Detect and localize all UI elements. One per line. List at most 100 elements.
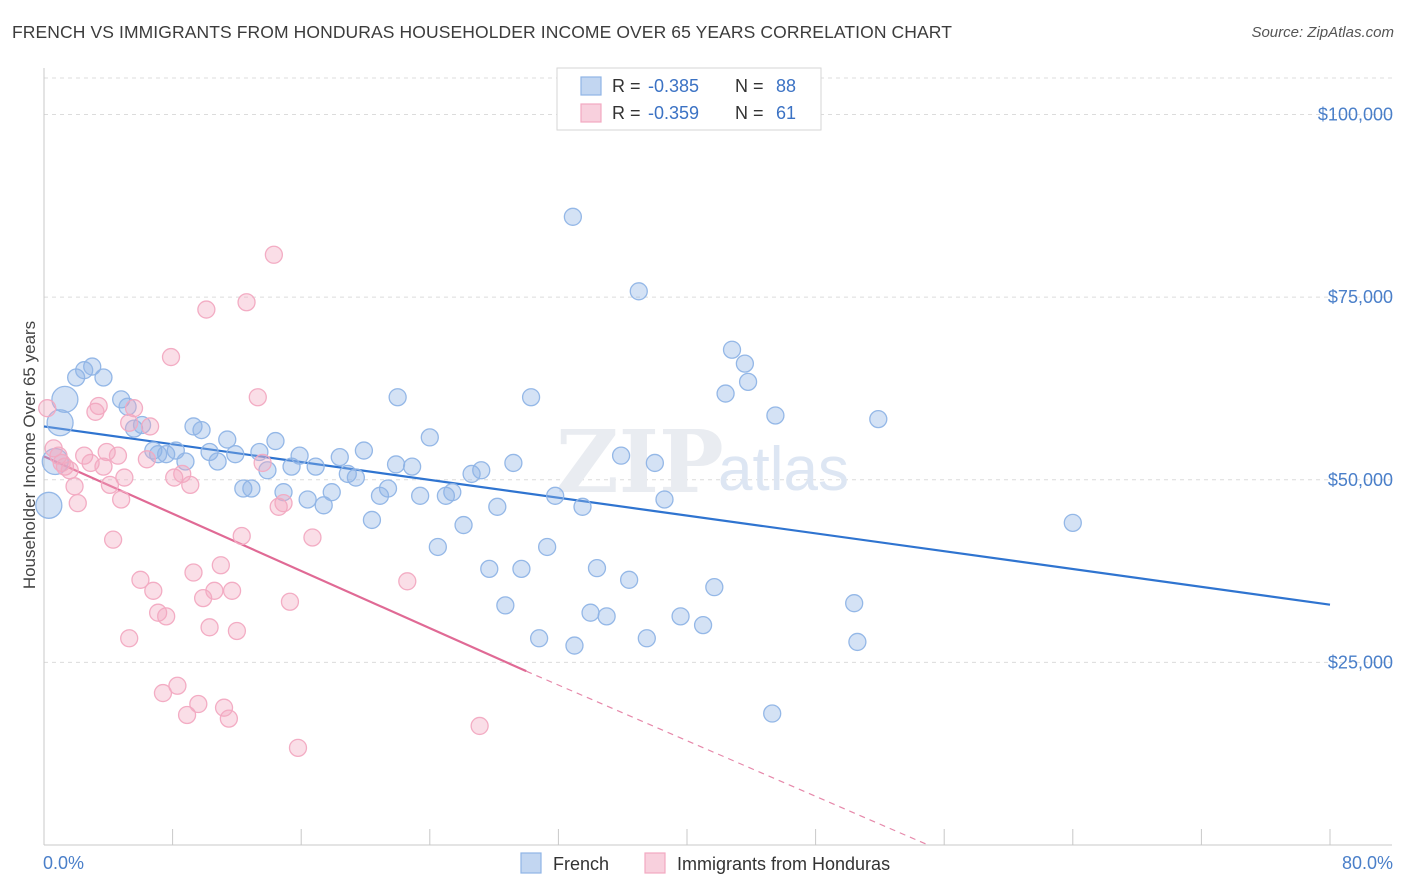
honduras-point xyxy=(274,493,293,513)
french-point xyxy=(504,453,523,473)
french-point xyxy=(226,445,245,464)
honduras-trend-extension xyxy=(526,670,929,846)
french-point xyxy=(1063,513,1082,533)
watermark-zip: ZIP xyxy=(556,412,724,513)
french-point xyxy=(563,207,583,226)
french-point xyxy=(46,409,74,437)
french-point xyxy=(192,420,211,440)
r-label: R = xyxy=(612,103,641,123)
french-point xyxy=(655,490,674,509)
french-point xyxy=(454,515,473,535)
honduras-point xyxy=(120,629,139,648)
french-point xyxy=(290,446,309,465)
french-point xyxy=(157,445,176,464)
honduras-point xyxy=(232,526,251,546)
y-tick-label: $100,000 xyxy=(1318,105,1393,125)
honduras-point xyxy=(97,442,116,462)
french-point xyxy=(428,537,447,557)
honduras-point xyxy=(75,446,94,465)
french-point xyxy=(35,491,63,519)
legend-swatch xyxy=(644,852,666,874)
watermark: ZIP atlas xyxy=(556,412,849,513)
french-point xyxy=(330,447,349,467)
r-label: R = xyxy=(612,76,641,96)
french-swatch xyxy=(580,76,602,96)
honduras-point xyxy=(131,570,150,589)
french-point xyxy=(306,457,325,476)
french-point xyxy=(529,629,549,648)
honduras-point xyxy=(227,621,247,641)
french-point xyxy=(480,559,499,579)
honduras-point xyxy=(137,450,157,469)
french-point xyxy=(298,490,317,509)
french-point xyxy=(83,357,102,376)
legend-swatch xyxy=(520,852,542,874)
french-point xyxy=(619,570,639,589)
honduras-point xyxy=(303,528,322,547)
french-point xyxy=(51,385,79,414)
french-point xyxy=(512,559,531,579)
honduras-point xyxy=(94,457,113,476)
french-point xyxy=(565,636,584,655)
honduras-point xyxy=(264,245,284,264)
french-point xyxy=(597,607,616,626)
french-point xyxy=(314,496,333,515)
honduras-point xyxy=(115,468,134,487)
honduras-point xyxy=(157,607,176,626)
french-point xyxy=(386,455,406,474)
y-tick-label: $25,000 xyxy=(1328,652,1393,672)
honduras-point xyxy=(168,676,187,695)
french-point xyxy=(362,510,382,530)
french-point xyxy=(738,372,758,392)
french-point xyxy=(346,468,366,487)
honduras-point xyxy=(112,490,131,509)
chart-title: FRENCH VS IMMIGRANTS FROM HONDURAS HOUSE… xyxy=(12,22,953,42)
honduras-point xyxy=(184,563,203,582)
french-point xyxy=(869,409,888,429)
honduras-point xyxy=(211,556,230,575)
x-tick-label: 80.0% xyxy=(1342,853,1393,873)
honduras-point xyxy=(189,694,208,714)
grid-layer xyxy=(44,77,1392,663)
french-point xyxy=(735,354,755,373)
n-label: N = xyxy=(735,76,764,96)
french-point xyxy=(763,704,782,723)
honduras-point xyxy=(470,716,489,736)
honduras-point xyxy=(205,581,224,600)
french-point xyxy=(112,390,131,409)
y-tick-label: $75,000 xyxy=(1328,287,1393,307)
r-value: -0.385 xyxy=(648,76,699,96)
french-point xyxy=(266,431,285,451)
legend-item-french[interactable]: French xyxy=(520,852,609,874)
legend-label: French xyxy=(553,854,609,874)
honduras-point xyxy=(161,347,181,367)
honduras-point xyxy=(38,399,57,418)
honduras-point xyxy=(140,417,160,436)
french-point xyxy=(208,452,227,471)
french-point xyxy=(322,483,341,502)
french-point xyxy=(242,479,261,498)
legend-item-honduras[interactable]: Immigrants from Honduras xyxy=(644,852,890,874)
honduras-point xyxy=(200,618,219,637)
french-point xyxy=(443,483,462,502)
french-point xyxy=(637,629,656,648)
honduras-point xyxy=(181,475,200,495)
n-value: 88 xyxy=(776,76,796,96)
stats-box: R = -0.385 N = 88 R = -0.359 N = 61 xyxy=(556,67,822,131)
labels-layer: $25,000 $50,000 $75,000 $100,000 0.0% 80.0% Ho… xyxy=(20,105,1393,873)
honduras-point xyxy=(197,300,216,319)
french-point xyxy=(848,632,867,652)
french-point xyxy=(354,441,374,460)
french-point xyxy=(388,388,407,407)
french-point xyxy=(766,406,785,425)
french-point xyxy=(671,607,690,626)
watermark-atlas: atlas xyxy=(718,435,849,504)
french-point xyxy=(722,340,742,359)
legend: French Immigrants from Honduras xyxy=(520,852,890,874)
honduras-point xyxy=(222,581,242,600)
french-point xyxy=(537,537,557,557)
legend-label: Immigrants from Honduras xyxy=(677,854,890,874)
french-point xyxy=(581,603,600,622)
honduras-point xyxy=(124,399,144,418)
